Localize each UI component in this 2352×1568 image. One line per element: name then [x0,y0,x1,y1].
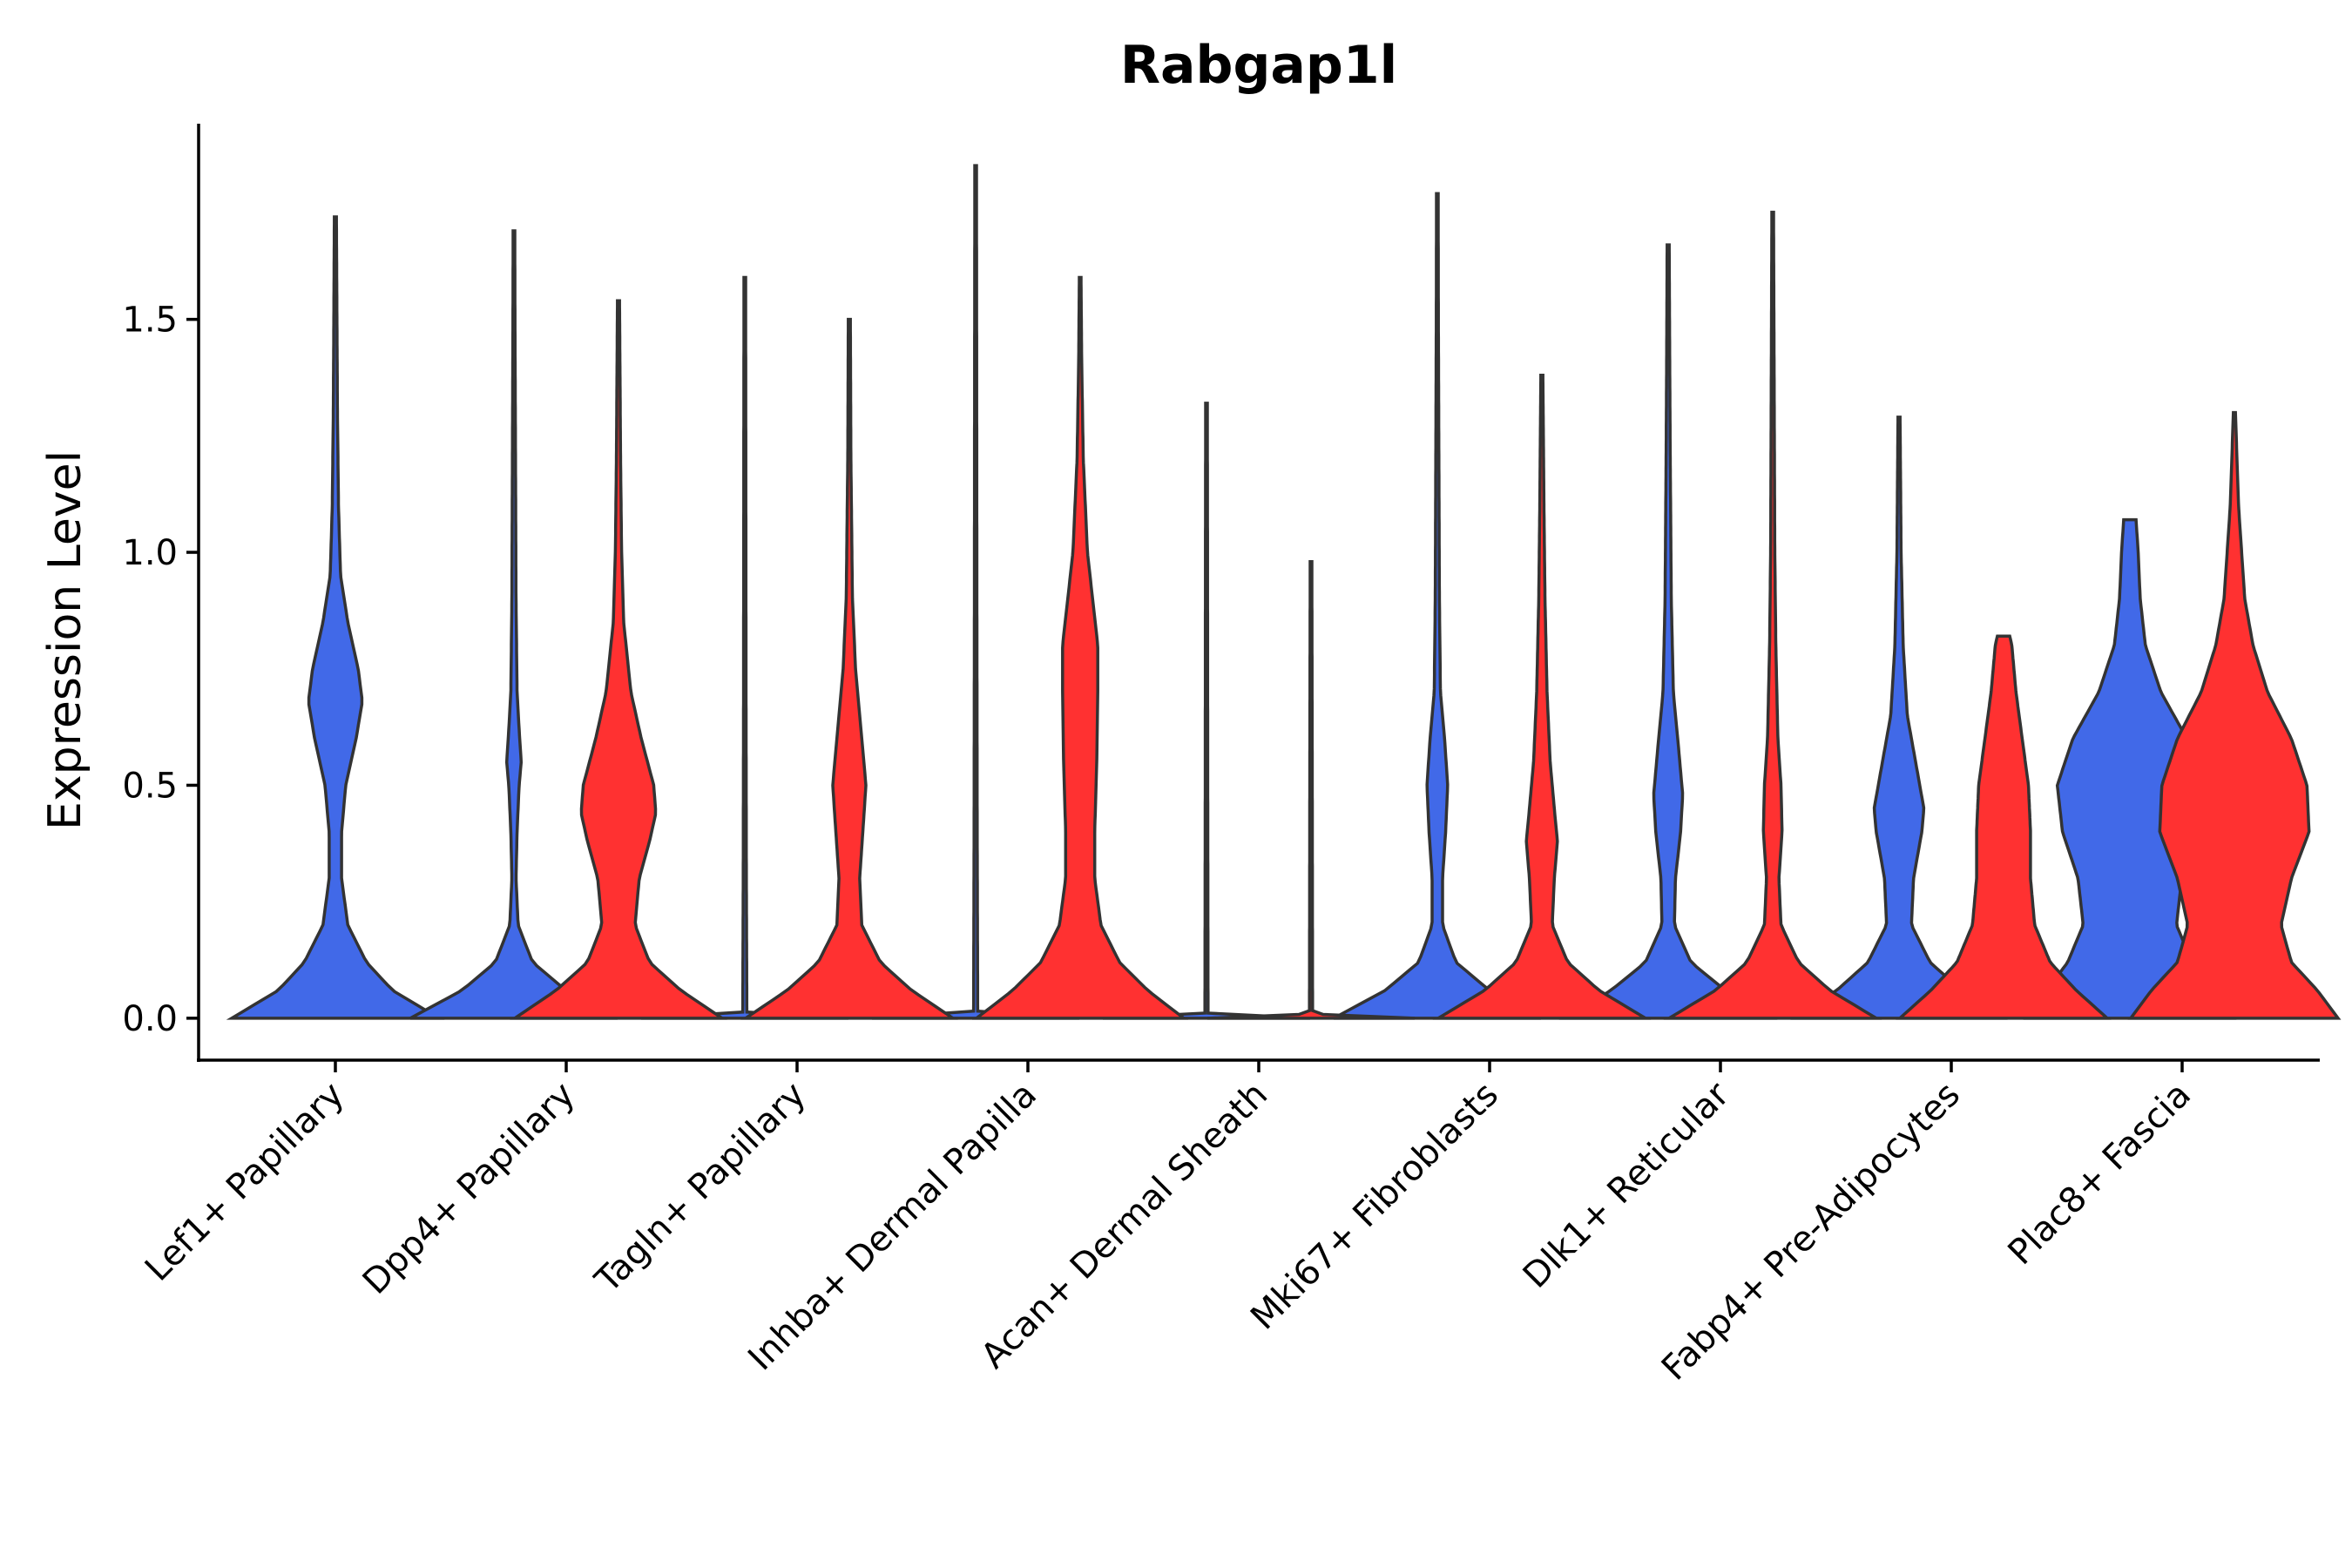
violin-group-blue-1 [226,215,445,1020]
violin-group-blue-8 [1790,416,2008,1020]
x-tick-label: Tagln+ Papillary [587,1075,814,1301]
violin-group-red-3 [740,317,958,1020]
violin-group-blue-6 [1333,192,1542,1020]
y-tick-label: 1.0 [122,533,178,573]
violin-group [226,164,2342,1020]
violin-group-blue-2 [409,229,618,1020]
violin-group-blue-7 [1558,243,1778,1020]
x-tick-label: Plac8+ Fascia [2001,1075,2200,1274]
violin-group-red-4 [971,275,1189,1020]
y-tick-label: 0.0 [122,999,178,1039]
violin-group-red-2 [510,299,727,1020]
violin-group-red-6 [1432,374,1652,1020]
x-axis-ticks: Lef1+ Papillary Dpp4+ Papillary Tagln+ Pap… [138,1060,2199,1389]
violin-group-blue-4 [871,164,1080,1020]
violin-group-red-9 [2127,410,2342,1020]
violin-group-blue-5 [1102,402,1311,1020]
y-axis-label: Expression Level [39,450,91,830]
violin-group-red-8 [1896,634,2112,1020]
violin-group-red-7 [1663,210,1882,1020]
chart-title: Rabgap1l [1120,35,1397,96]
x-tick-label: Dpp4+ Papillary [355,1075,583,1302]
violin-group-blue-3 [640,275,849,1020]
x-tick-label: Mki67+ Fibroblasts [1243,1075,1506,1338]
y-axis-ticks: 0.0 0.5 1.0 1.5 [122,301,199,1039]
violin-group-red-5 [1206,559,1416,1020]
y-tick-label: 0.5 [122,766,178,806]
x-tick-label: Lef1+ Papillary [138,1075,352,1289]
y-tick-label: 1.5 [122,301,178,341]
x-tick-label: Dlk1+ Reticular [1516,1074,1738,1296]
